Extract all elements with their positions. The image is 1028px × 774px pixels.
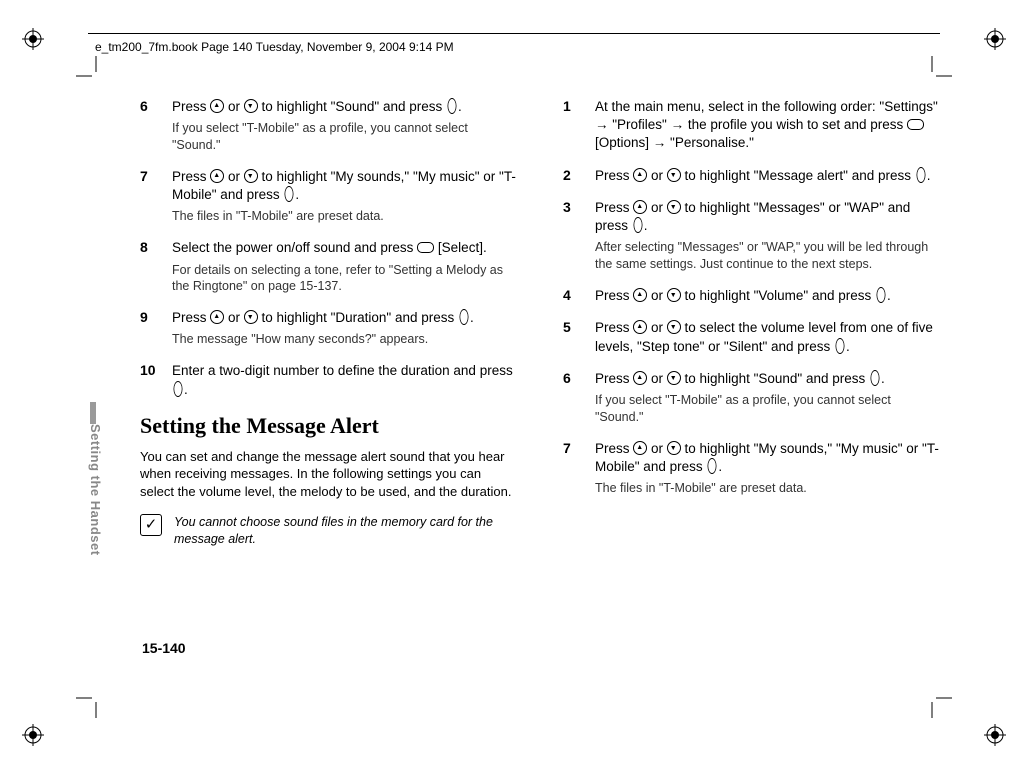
step-9: 9 Press or to highlight "Duration" and p… — [140, 309, 517, 348]
step-number: 10 — [140, 362, 172, 398]
tip-text: You cannot choose sound files in the mem… — [174, 514, 517, 548]
step-note: If you select "T-Mobile" as a profile, y… — [172, 120, 517, 154]
down-key-icon — [667, 320, 681, 334]
step-3: 3 Press or to highlight "Messages" or "W… — [563, 199, 940, 273]
step-note: For details on selecting a tone, refer t… — [172, 262, 517, 296]
page-content: 6 Press or to highlight "Sound" and pres… — [140, 98, 940, 548]
step-note: The files in "T-Mobile" are preset data. — [595, 480, 940, 497]
ok-key-icon — [459, 309, 468, 325]
section-heading: Setting the Message Alert — [140, 413, 517, 439]
header-hairline — [88, 33, 940, 34]
step-note: The files in "T-Mobile" are preset data. — [172, 208, 517, 225]
up-key-icon — [633, 168, 647, 182]
section-tab-label: Setting the Handset — [88, 424, 103, 556]
down-key-icon — [667, 168, 681, 182]
step-body: Press or to highlight "Message alert" an… — [595, 167, 940, 185]
ok-key-icon — [871, 370, 880, 386]
step-note: After selecting "Messages" or "WAP," you… — [595, 239, 940, 273]
step-5: 5 Press or to select the volume level fr… — [563, 319, 940, 355]
crop-mark-tl — [76, 56, 100, 80]
softkey-icon — [907, 119, 924, 130]
ok-key-icon — [174, 381, 183, 397]
up-key-icon — [633, 371, 647, 385]
down-key-icon — [244, 310, 258, 324]
up-key-icon — [633, 320, 647, 334]
step-number: 2 — [563, 167, 595, 185]
right-column: 1 At the main menu, select in the follow… — [563, 98, 940, 548]
step-1: 1 At the main menu, select in the follow… — [563, 98, 940, 153]
tip-box: ✓ You cannot choose sound files in the m… — [140, 514, 517, 548]
step-number: 6 — [140, 98, 172, 154]
step-number: 5 — [563, 319, 595, 355]
section-intro: You can set and change the message alert… — [140, 448, 517, 501]
check-icon: ✓ — [140, 514, 162, 536]
ok-key-icon — [708, 458, 717, 474]
down-key-icon — [667, 371, 681, 385]
step-body: Press or to highlight "My sounds," "My m… — [595, 440, 940, 497]
ok-key-icon — [836, 338, 845, 354]
reg-target-tr — [984, 28, 1006, 50]
softkey-icon — [417, 242, 434, 253]
down-key-icon — [244, 169, 258, 183]
step-number: 8 — [140, 239, 172, 295]
up-key-icon — [633, 441, 647, 455]
left-column: 6 Press or to highlight "Sound" and pres… — [140, 98, 517, 548]
step-note: If you select "T-Mobile" as a profile, y… — [595, 392, 940, 426]
step-7r: 7 Press or to highlight "My sounds," "My… — [563, 440, 940, 497]
ok-key-icon — [285, 186, 294, 202]
step-number: 7 — [140, 168, 172, 225]
step-number: 4 — [563, 287, 595, 305]
up-key-icon — [210, 99, 224, 113]
step-7: 7 Press or to highlight "My sounds," "My… — [140, 168, 517, 225]
up-key-icon — [210, 169, 224, 183]
reg-target-br — [984, 724, 1006, 746]
down-key-icon — [244, 99, 258, 113]
step-4: 4 Press or to highlight "Volume" and pre… — [563, 287, 940, 305]
step-6r: 6 Press or to highlight "Sound" and pres… — [563, 370, 940, 426]
down-key-icon — [667, 288, 681, 302]
step-body: Press or to highlight "Sound" and press … — [595, 370, 940, 426]
section-tab-marker — [90, 402, 96, 424]
step-number: 6 — [563, 370, 595, 426]
down-key-icon — [667, 441, 681, 455]
crop-mark-tr — [928, 56, 952, 80]
up-key-icon — [633, 200, 647, 214]
reg-target-bl — [22, 724, 44, 746]
step-8: 8 Select the power on/off sound and pres… — [140, 239, 517, 295]
step-body: Press or to highlight "Sound" and press … — [172, 98, 517, 154]
down-key-icon — [667, 200, 681, 214]
step-body: Enter a two-digit number to define the d… — [172, 362, 517, 398]
step-note: The message "How many seconds?" appears. — [172, 331, 517, 348]
step-number: 7 — [563, 440, 595, 497]
step-number: 3 — [563, 199, 595, 273]
step-body: Press or to highlight "Duration" and pre… — [172, 309, 517, 348]
step-6: 6 Press or to highlight "Sound" and pres… — [140, 98, 517, 154]
page-header-meta: e_tm200_7fm.book Page 140 Tuesday, Novem… — [95, 40, 454, 54]
step-body: Press or to highlight "Volume" and press… — [595, 287, 940, 305]
step-body: Select the power on/off sound and press … — [172, 239, 517, 295]
ok-key-icon — [876, 287, 885, 303]
section-tab: Setting the Handset — [88, 424, 106, 599]
crop-mark-bl — [76, 694, 100, 718]
up-key-icon — [633, 288, 647, 302]
up-key-icon — [210, 310, 224, 324]
step-body: Press or to highlight "My sounds," "My m… — [172, 168, 517, 225]
step-body: At the main menu, select in the followin… — [595, 98, 940, 153]
ok-key-icon — [448, 98, 457, 114]
step-body: Press or to highlight "Messages" or "WAP… — [595, 199, 940, 273]
page-number: 15-140 — [142, 640, 186, 656]
crop-mark-br — [928, 694, 952, 718]
step-number: 9 — [140, 309, 172, 348]
reg-target-tl — [22, 28, 44, 50]
step-10: 10 Enter a two-digit number to define th… — [140, 362, 517, 398]
step-body: Press or to select the volume level from… — [595, 319, 940, 355]
ok-key-icon — [916, 167, 925, 183]
ok-key-icon — [633, 217, 642, 233]
step-number: 1 — [563, 98, 595, 153]
step-2: 2 Press or to highlight "Message alert" … — [563, 167, 940, 185]
